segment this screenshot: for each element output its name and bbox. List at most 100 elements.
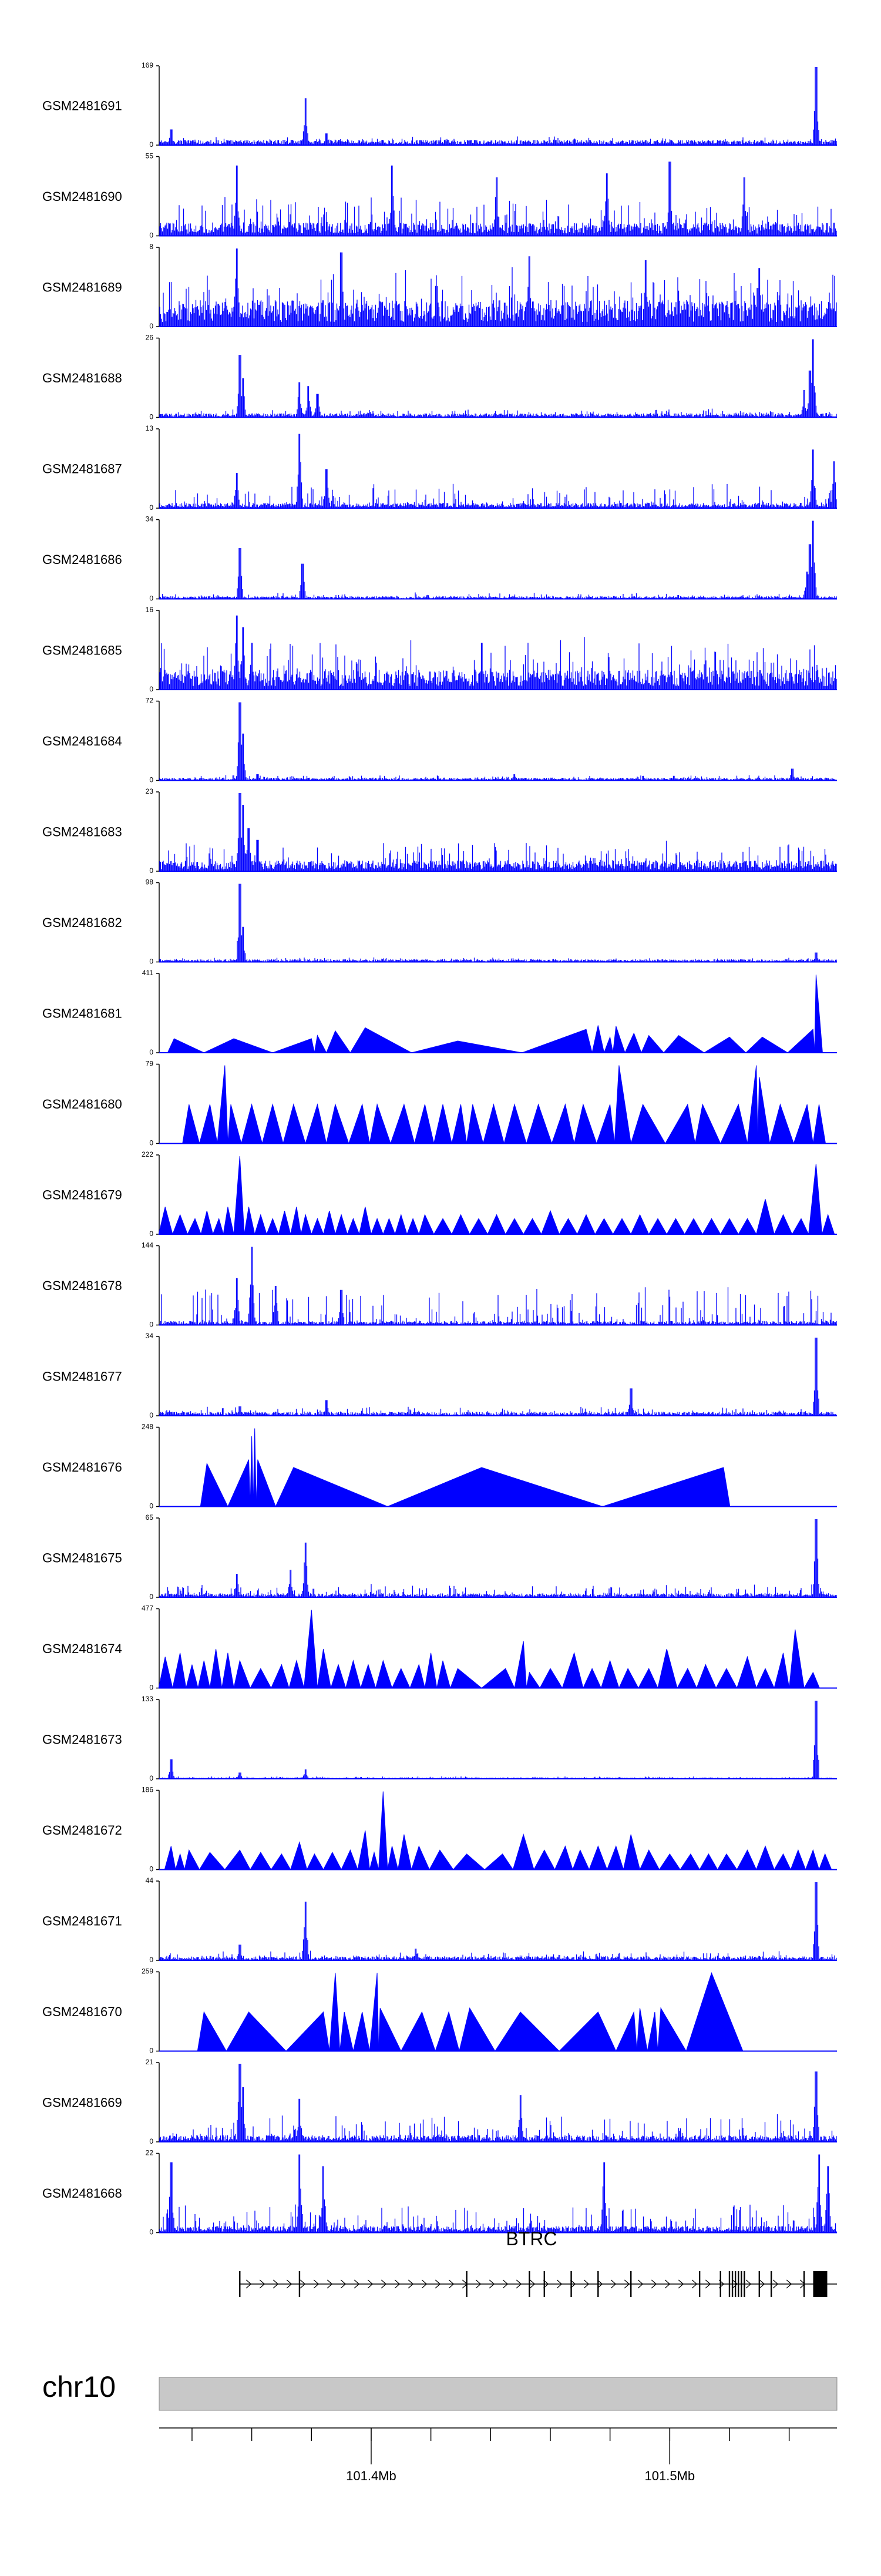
gene-exon — [770, 2271, 772, 2297]
y-axis-max-label: 26 — [146, 334, 154, 342]
y-axis-zero-label: 0 — [149, 595, 153, 603]
y-axis-zero-label: 0 — [149, 1684, 153, 1692]
signal-bars — [159, 793, 837, 871]
signal-peak — [702, 1218, 721, 1235]
signal-peak — [224, 1849, 251, 1870]
signal-peak — [411, 1845, 430, 1870]
signal-peak — [539, 1668, 563, 1688]
signal-peak — [411, 1040, 522, 1053]
signal-peak — [554, 1845, 573, 1870]
signal-peak — [769, 1103, 795, 1144]
signal-peak — [349, 1027, 412, 1053]
chromosome-label: chr10 — [42, 2370, 116, 2403]
signal-bars — [159, 1247, 837, 1325]
track-label: GSM2481674 — [42, 1641, 122, 1656]
signal-peak — [594, 1218, 614, 1235]
signal-peak — [255, 1459, 277, 1507]
track-gsm2481686: GSM2481686 34 0 — [42, 515, 837, 603]
track-gsm2481676: GSM2481676 248 0 — [42, 1423, 837, 1510]
signal-peak — [657, 1648, 678, 1688]
y-axis-max-label: 477 — [142, 1604, 153, 1613]
y-axis-zero-label: 0 — [149, 322, 153, 330]
signal-peak — [436, 1660, 451, 1688]
signal-peak — [433, 1104, 452, 1144]
signal-peak — [719, 1218, 739, 1235]
genome-axis-tick-label: 101.4Mb — [346, 2468, 396, 2483]
track-label: GSM2481669 — [42, 2095, 122, 2110]
gene-exon — [734, 2271, 737, 2297]
signal-bars — [159, 162, 837, 236]
signal-peak — [451, 1214, 470, 1235]
gene-exon — [698, 2271, 701, 2297]
track-gsm2481681: GSM2481681 411 0 — [42, 969, 837, 1056]
signal-peak — [591, 1025, 605, 1053]
signal-peak — [452, 1853, 486, 1870]
gene-exon — [758, 2271, 761, 2297]
signal-peak — [158, 1207, 173, 1235]
y-axis-zero-label: 0 — [149, 2137, 153, 2145]
y-axis-max-label: 133 — [142, 1695, 153, 1703]
y-axis-zero-label: 0 — [149, 1774, 153, 1782]
signal-peak — [522, 1029, 593, 1053]
signal-peak — [317, 1648, 331, 1688]
signal-bars — [159, 884, 837, 962]
track-gsm2481677: GSM2481677 34 0 — [42, 1332, 837, 1419]
signal-peak — [424, 1653, 438, 1688]
signal-peak — [589, 1845, 608, 1870]
signal-peak — [311, 1217, 324, 1235]
signal-peak — [703, 1036, 747, 1053]
signal-peak — [512, 1833, 534, 1870]
signal-bars — [159, 2154, 837, 2233]
y-axis-zero-label: 0 — [149, 685, 153, 693]
track-label: GSM2481675 — [42, 1551, 122, 1566]
y-axis-zero-label: 0 — [149, 140, 153, 149]
y-axis-max-label: 34 — [146, 515, 154, 523]
signal-peak — [184, 1849, 200, 1870]
signal-peak — [757, 1077, 771, 1144]
signal-bars — [159, 615, 837, 690]
signal-peak — [227, 1459, 251, 1507]
signal-peak — [736, 1849, 757, 1870]
signal-peak — [244, 1207, 255, 1235]
y-axis-max-label: 144 — [142, 1241, 153, 1250]
signal-peak — [182, 1104, 200, 1144]
y-axis-zero-label: 0 — [149, 2047, 153, 2055]
y-axis-max-label: 23 — [146, 787, 154, 795]
signal-peak — [666, 1218, 685, 1235]
signal-peak — [699, 1853, 718, 1870]
signal-peak — [172, 1653, 187, 1688]
signal-peak — [685, 1972, 744, 2051]
y-axis-max-label: 411 — [142, 969, 153, 977]
gene-label: BTRC — [506, 2228, 557, 2249]
signal-peak — [369, 1851, 379, 1870]
signal-peak — [378, 2008, 402, 2051]
signal-peak — [164, 1846, 176, 1870]
signal-peak — [494, 2011, 560, 2051]
signal-peak — [583, 1668, 602, 1688]
signal-bars — [159, 1701, 837, 1779]
y-axis-max-label: 98 — [146, 878, 154, 886]
y-axis-max-label: 16 — [146, 606, 154, 614]
signal-peak — [360, 1663, 376, 1688]
y-axis-zero-label: 0 — [149, 866, 153, 875]
y-axis-zero-label: 0 — [149, 958, 153, 966]
signal-bars — [159, 2064, 837, 2142]
track-label: GSM2481682 — [42, 915, 122, 930]
signal-peak — [175, 1853, 185, 1870]
signal-peak — [808, 1164, 823, 1235]
signal-peak — [790, 1849, 806, 1870]
signal-peak — [596, 1104, 615, 1144]
signal-peak — [818, 1853, 832, 1870]
signal-peak — [250, 1436, 254, 1507]
y-axis-max-label: 22 — [146, 2149, 154, 2157]
signal-peak — [641, 1035, 665, 1053]
gene-exon — [744, 2271, 745, 2297]
signal-peak — [663, 1035, 705, 1053]
signal-peak — [414, 1104, 435, 1144]
gene-exon — [803, 2271, 805, 2297]
track-gsm2481670: GSM2481670 259 0 — [42, 1967, 837, 2055]
track-label: GSM2481684 — [42, 734, 122, 748]
signal-peak — [756, 1199, 775, 1235]
signal-peak — [378, 1791, 388, 1870]
track-label: GSM2481688 — [42, 371, 122, 385]
